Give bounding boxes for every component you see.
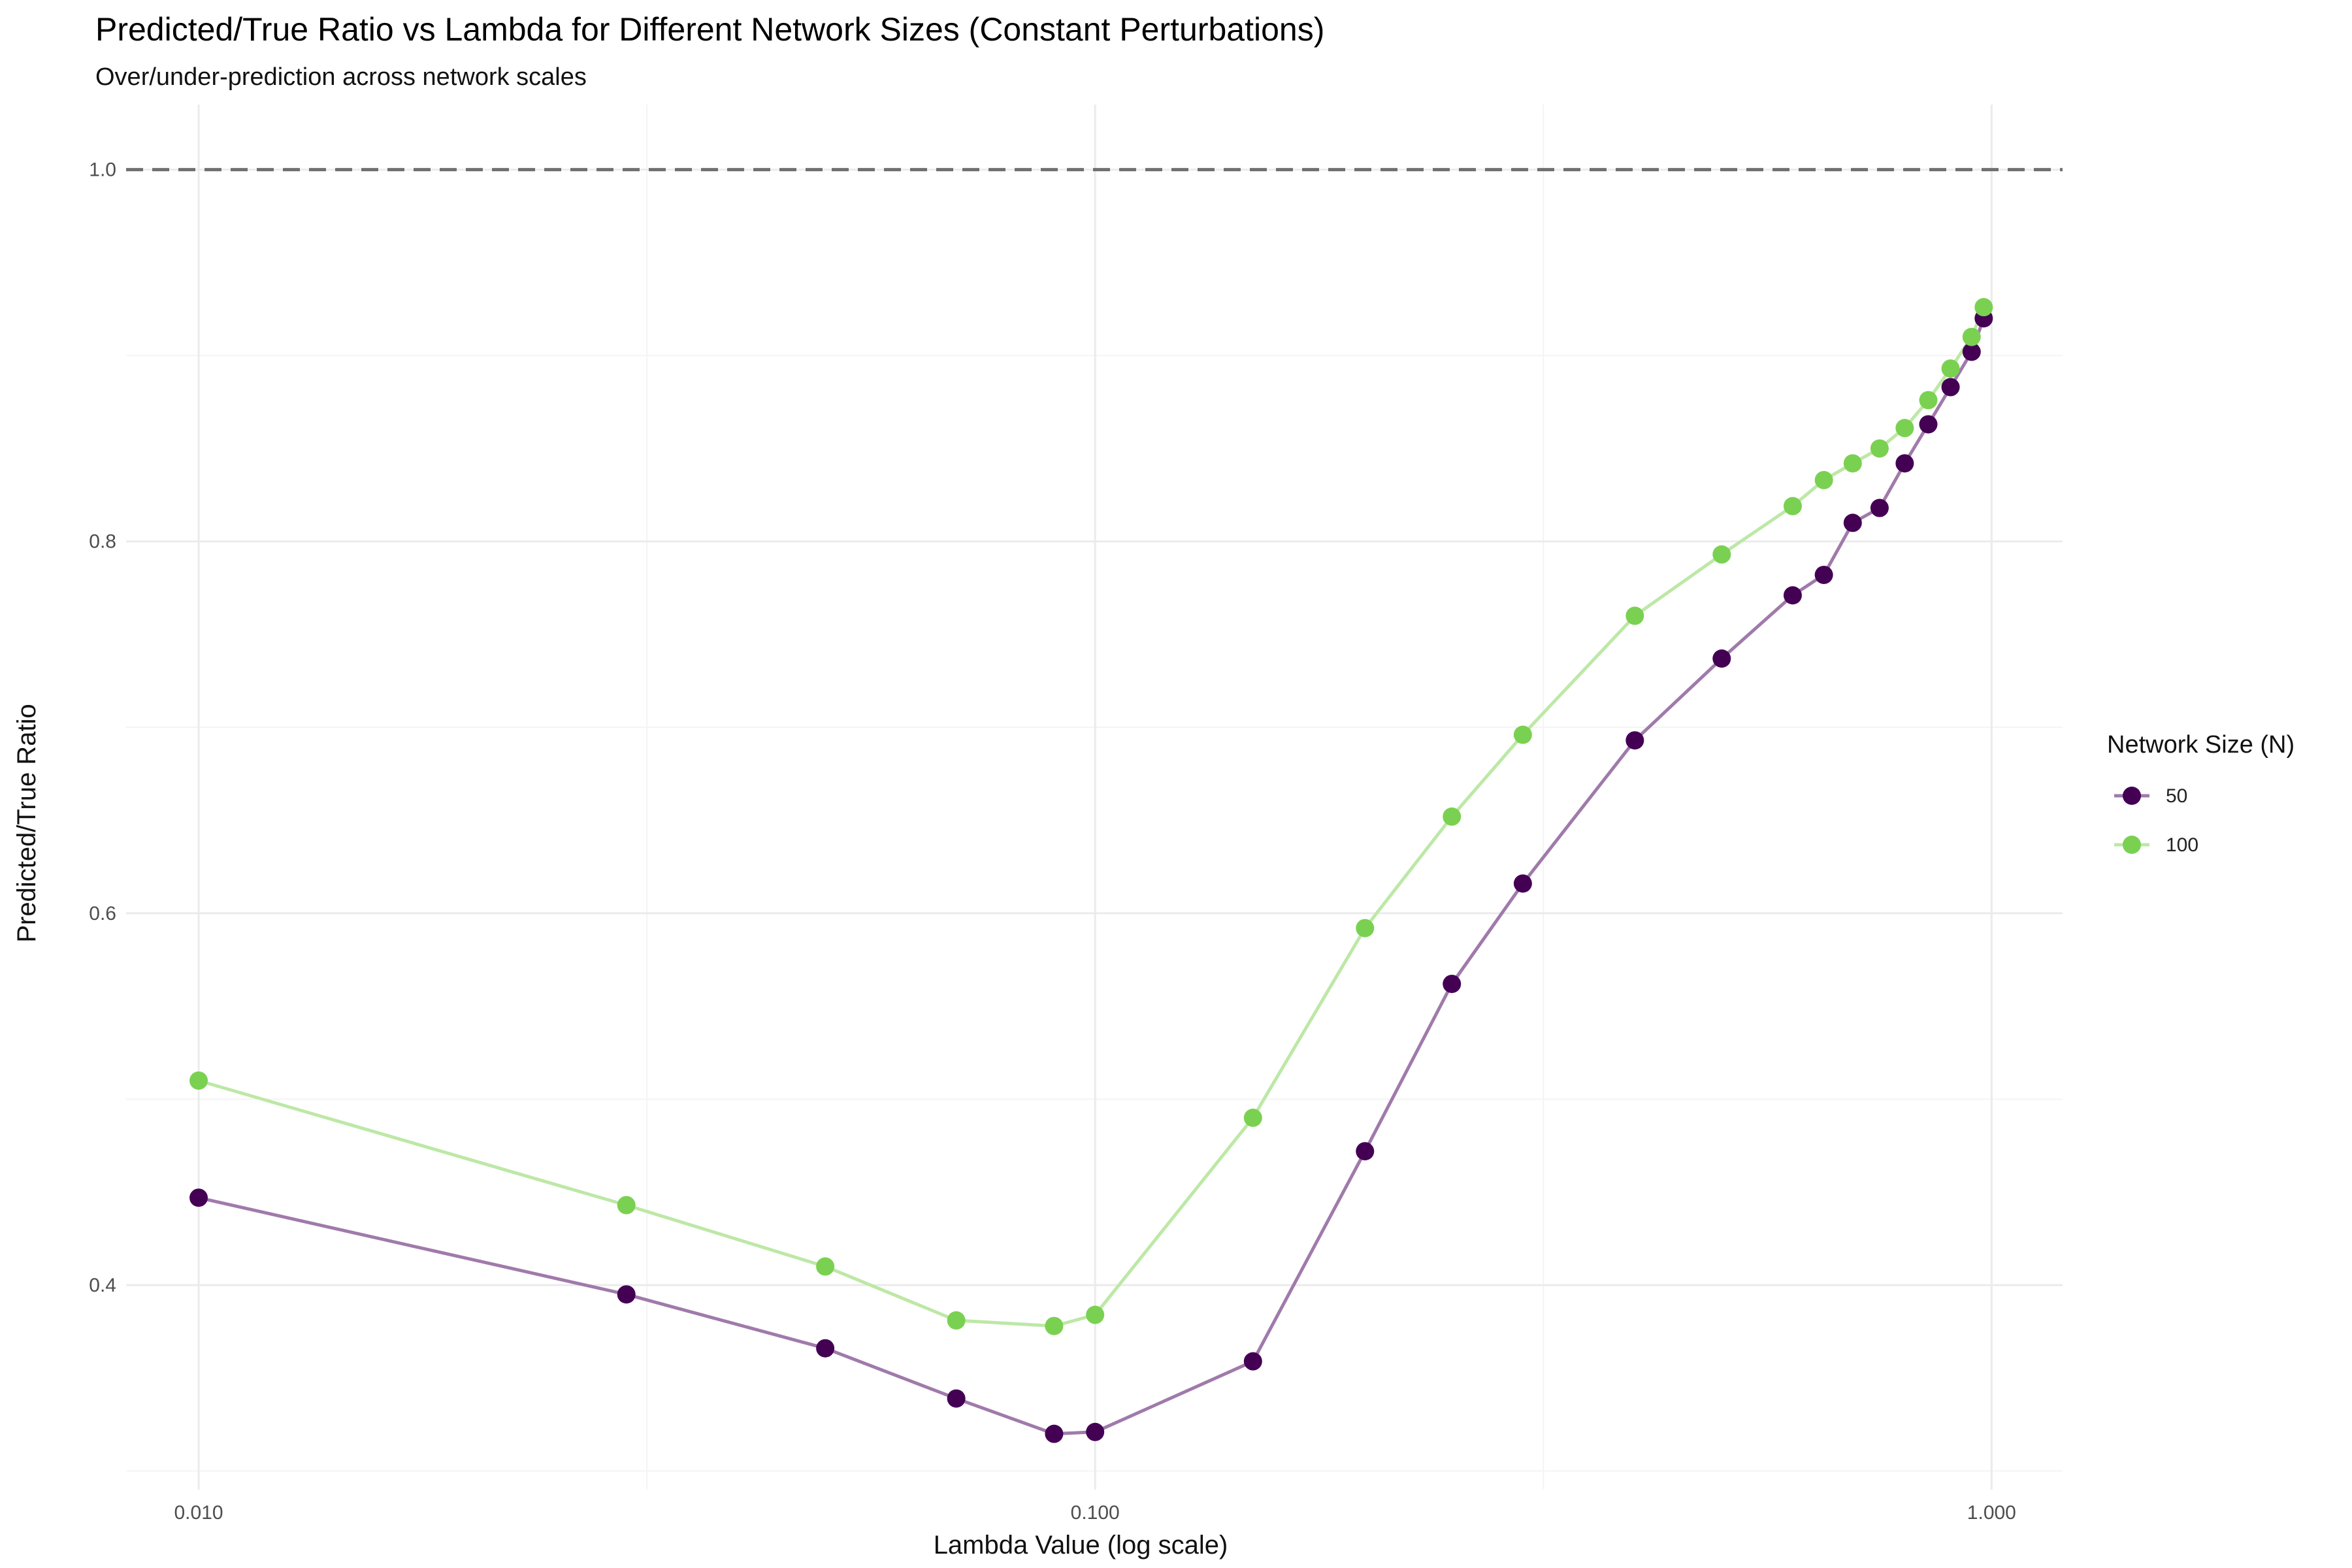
data-point-50 [1843,514,1862,532]
y-tick-label: 0.6 [89,903,116,924]
data-point-100 [1895,419,1914,438]
data-point-100 [1712,545,1731,564]
data-point-100 [947,1311,966,1330]
data-point-100 [1513,725,1532,744]
data-point-100 [1045,1316,1064,1335]
data-point-100 [1783,497,1802,515]
data-point-100 [617,1196,636,1215]
data-point-50 [816,1339,835,1358]
data-point-100 [1814,470,1833,489]
legend-key-point [2123,836,2141,854]
legend-key-point [2123,787,2141,805]
data-point-50 [617,1285,636,1304]
data-point-100 [1625,606,1644,625]
data-point-50 [1870,498,1889,517]
series-layer [189,298,1993,1443]
data-point-50 [1243,1352,1262,1371]
data-point-50 [947,1389,966,1408]
data-point-100 [1243,1108,1262,1127]
chart-title: Predicted/True Ratio vs Lambda for Diffe… [95,11,1324,48]
data-point-50 [1356,1142,1375,1161]
data-point-100 [1962,327,1981,346]
chart-subtitle: Over/under-prediction across network sca… [95,63,587,91]
legend-label: 50 [2166,785,2187,807]
data-point-100 [816,1257,835,1276]
series-line-100 [198,306,1985,1328]
data-point-100 [1356,919,1375,938]
data-point-50 [1895,454,1914,473]
legend-title: Network Size (N) [2107,731,2295,759]
data-point-50 [1045,1424,1064,1443]
y-tick-label: 1.0 [89,159,116,181]
legend-label: 100 [2166,834,2198,856]
y-tick-label: 0.8 [89,531,116,553]
x-axis-title: Lambda Value (log scale) [934,1531,1228,1560]
data-point-100 [1974,298,1993,317]
data-point-50 [1086,1422,1105,1441]
x-tick-label: 0.100 [1071,1502,1120,1524]
data-point-50 [1443,974,1462,993]
data-point-50 [1814,565,1833,584]
data-point-50 [1783,586,1802,605]
y-tick-label: 0.4 [89,1275,116,1296]
data-point-50 [189,1188,208,1207]
data-point-100 [1086,1305,1105,1324]
data-point-100 [1941,359,1960,378]
data-point-50 [1941,378,1960,397]
data-point-100 [1870,439,1889,458]
data-point-50 [1625,731,1644,750]
data-point-100 [1443,807,1462,826]
y-axis-title: Predicted/True Ratio [12,704,41,942]
legend: Network Size (N) 50 100 [2107,731,2295,856]
tick-labels: 0.010 0.100 1.000 0.4 0.6 0.8 1.0 [89,159,2016,1524]
data-point-100 [189,1071,208,1090]
series-line-50 [198,318,1985,1436]
x-tick-label: 0.010 [174,1502,223,1524]
data-point-50 [1712,649,1731,668]
data-point-100 [1843,454,1862,473]
data-point-50 [1919,415,1938,434]
grid [126,105,2063,1490]
data-point-50 [1962,342,1981,361]
data-point-50 [1513,874,1532,893]
x-tick-label: 1.000 [1967,1502,2016,1524]
data-point-100 [1919,391,1938,410]
